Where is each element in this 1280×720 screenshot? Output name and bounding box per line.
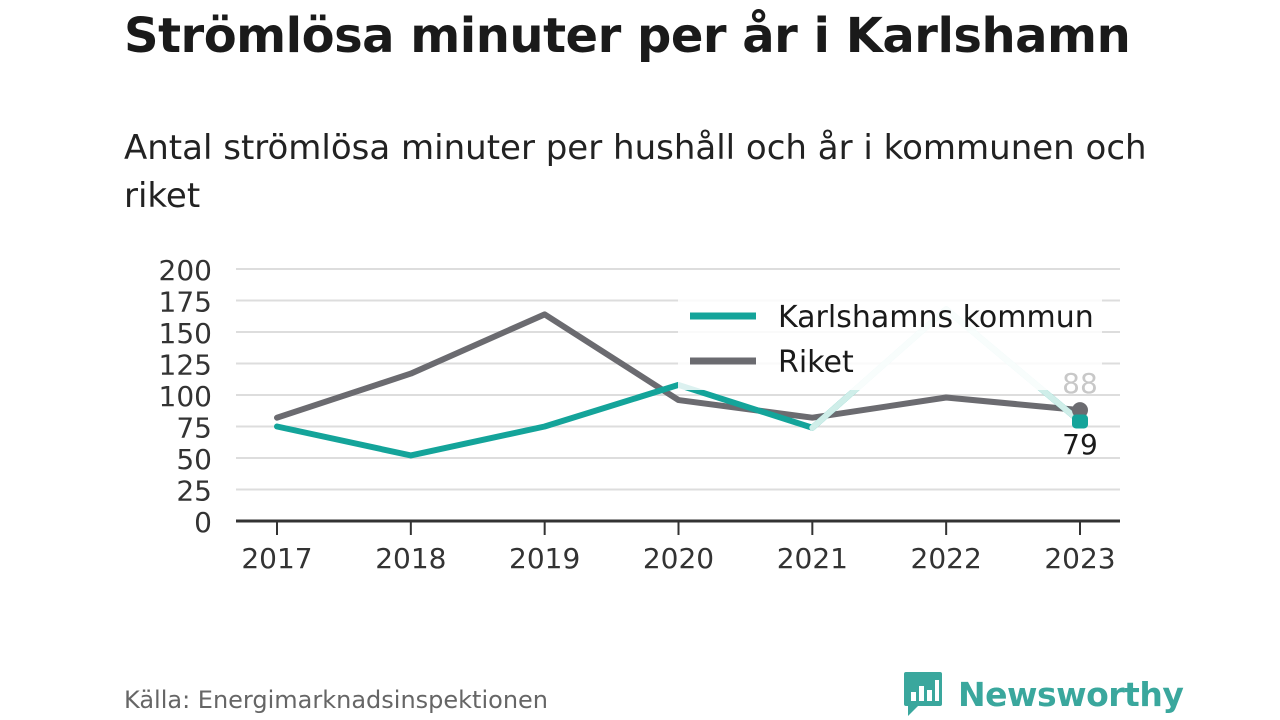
y-tick-label: 200: [159, 254, 212, 287]
y-tick-label: 25: [176, 475, 212, 508]
x-axis: 2017 2018 2019 2020 2021 2022 2023: [236, 519, 1120, 575]
brand-name: Newsworthy: [958, 674, 1184, 714]
end-point-riket: [1072, 402, 1088, 419]
end-label-karlshamn: 79: [1062, 428, 1098, 461]
newsworthy-logo-icon: [904, 672, 942, 716]
y-tick-label: 125: [159, 349, 212, 382]
x-tick-label: 2019: [509, 542, 580, 575]
x-tick-label: 2023: [1044, 542, 1115, 575]
y-tick-label: 0: [194, 506, 212, 539]
legend: Karlshamns kommun Riket: [678, 296, 1102, 390]
y-tick-label: 175: [159, 286, 212, 319]
end-markers: 88 79: [1062, 367, 1098, 461]
chart-title: Strömlösa minuter per år i Karlshamn: [124, 8, 1131, 64]
x-tick-label: 2018: [375, 542, 446, 575]
x-tick-label: 2020: [643, 542, 714, 575]
y-tick-label: 50: [176, 443, 212, 476]
x-tick-label: 2017: [241, 542, 312, 575]
series-line-riket: [274, 311, 1083, 421]
legend-label-riket: Riket: [778, 345, 854, 380]
y-tick-label: 150: [159, 317, 212, 350]
newsworthy-logo: Newsworthy: [902, 670, 1184, 718]
x-tick-label: 2021: [777, 542, 848, 575]
end-label-riket: 88: [1062, 367, 1098, 400]
chart-subtitle: Antal strömlösa minuter per hushåll och …: [124, 128, 1147, 216]
y-tick-label: 75: [176, 412, 212, 445]
legend-label-karlshamn: Karlshamns kommun: [778, 300, 1094, 335]
end-point-karlshamn: [1072, 414, 1088, 429]
x-tick-label: 2022: [911, 542, 982, 575]
legend-background: [678, 296, 1102, 390]
source-note: Källa: Energimarknadsinspektionen: [124, 686, 549, 714]
y-tick-label: 100: [159, 380, 212, 413]
